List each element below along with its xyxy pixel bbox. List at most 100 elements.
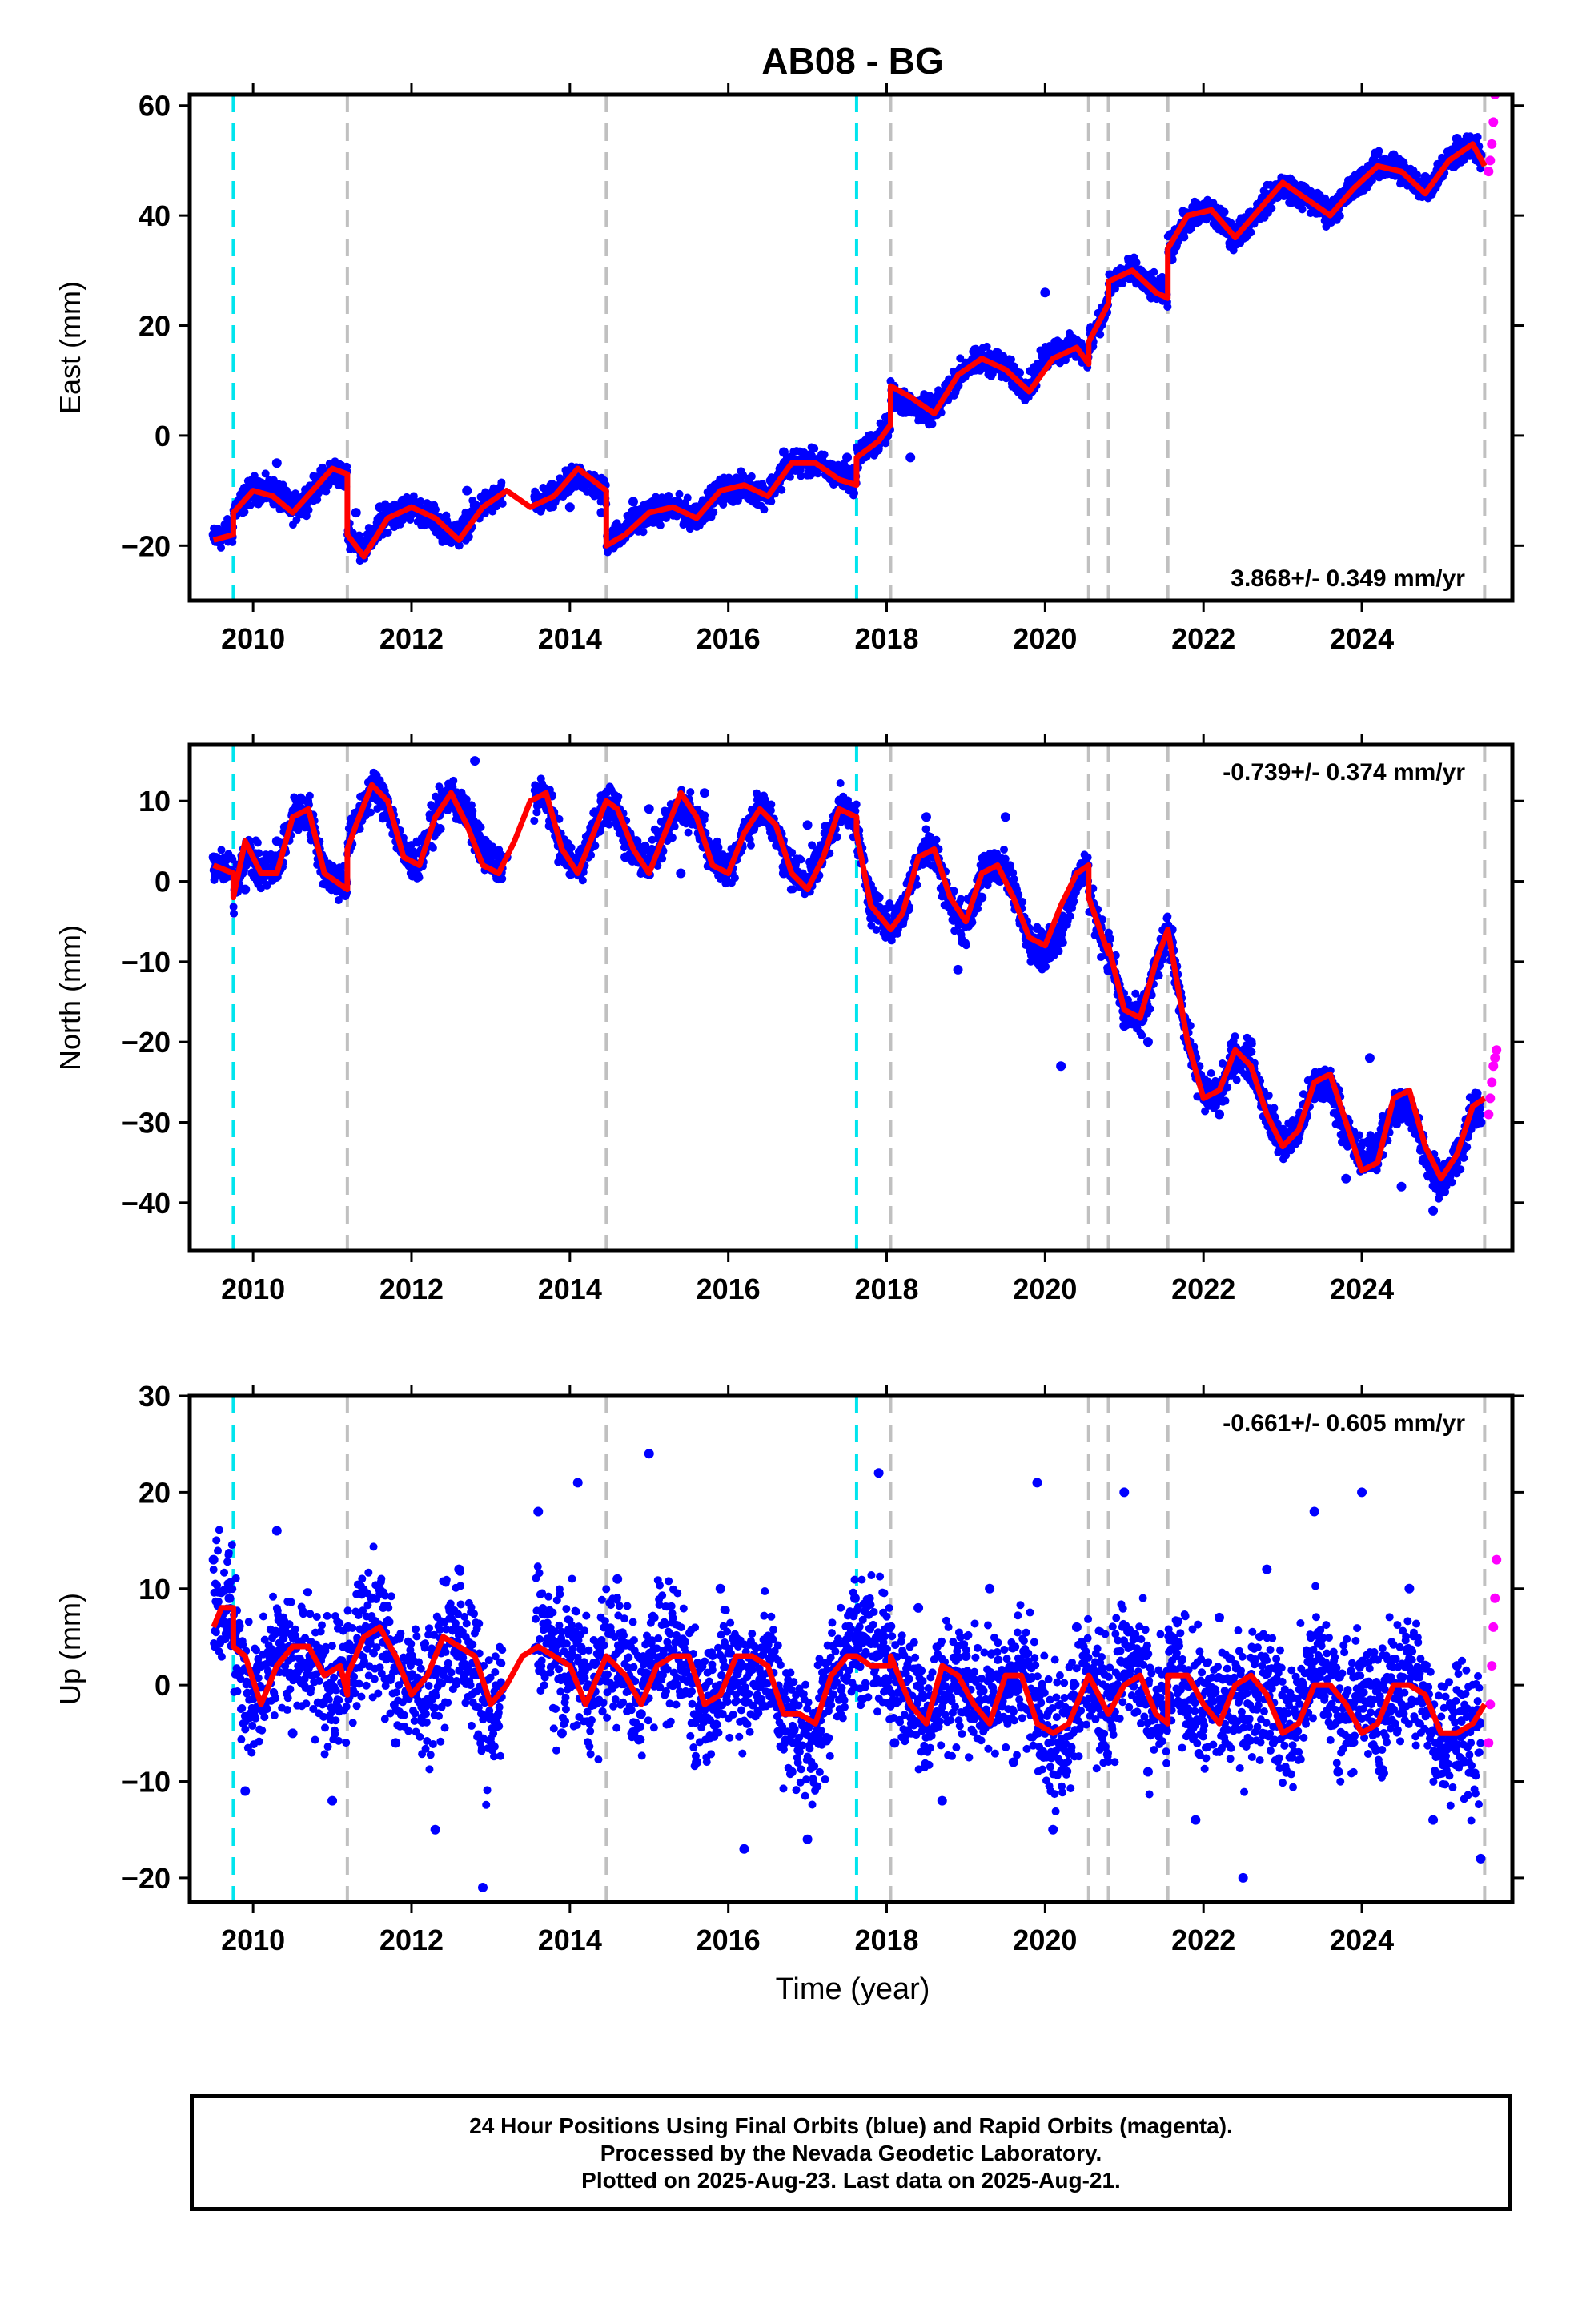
final-point [982,342,991,351]
final-point [675,489,684,498]
final-point [785,472,794,481]
final-point [467,801,476,810]
final-point [1016,368,1025,377]
final-data-point [1452,133,1462,143]
model-line [212,141,1488,560]
x-tick-label: 2024 [1330,622,1394,655]
final-point [497,478,506,487]
final-point [709,508,718,517]
final-data-point [327,474,338,485]
final-point [810,444,819,453]
x-tick-label: 2010 [221,622,285,655]
y-tick-label: 40 [139,199,171,232]
y-tick-label: 60 [139,90,171,123]
final-data-point [993,348,1003,358]
final-point [468,806,477,815]
final-point [383,528,392,537]
final-data-point [842,452,853,463]
final-point [261,469,270,478]
final-data-point [406,497,416,507]
x-tick-label: 2022 [1171,622,1235,655]
final-point [614,792,623,801]
final-point [639,528,648,537]
final-point [263,881,271,890]
final-point [292,516,301,525]
y-tick-label: 0 [155,420,171,452]
final-point [820,450,829,459]
final-point [1220,207,1229,216]
final-point [462,795,471,804]
final-point [928,420,937,428]
final-data-point [271,458,282,468]
final-point [1132,259,1141,267]
final-data-point [905,452,916,463]
final-point [1180,233,1189,242]
north-plot-area [208,745,1502,1251]
final-point [1412,171,1421,179]
final-data-point [564,502,575,513]
final-data-point [778,447,789,457]
final-data-point [1040,287,1050,298]
final-point [366,808,375,817]
final-point [240,508,249,517]
final-data-point [351,508,361,518]
final-point [796,466,805,475]
final-point [555,814,564,823]
final-point [1096,330,1105,339]
final-point [587,850,596,859]
rapid-data-point [1488,117,1499,127]
final-data-point [628,497,638,507]
final-point [684,828,693,837]
east-final-cloud [209,132,1485,565]
x-tick-label: 2012 [379,622,444,655]
final-point [956,354,965,363]
final-data-point [1325,199,1335,210]
final-point [730,874,739,883]
final-point [1150,267,1158,276]
final-point [656,521,665,529]
final-point [604,548,612,557]
final-point [714,843,723,852]
rapid-data-point [1485,155,1496,166]
final-point [567,843,576,852]
final-point [767,497,776,506]
final-point [1267,204,1276,213]
final-point [1460,156,1468,165]
final-data-point [692,502,702,513]
final-point [760,505,769,514]
final-point [548,791,557,800]
final-point [305,791,314,800]
final-point [686,788,695,797]
final-point [532,808,541,817]
x-tick-label: 2016 [697,622,761,655]
final-point [432,505,440,514]
final-data-point [1420,172,1431,183]
final-point [604,820,613,829]
final-point [670,822,679,831]
final-point [777,485,786,494]
final-point [464,533,473,541]
final-point [415,873,424,882]
final-data-point [248,474,259,485]
final-point [747,472,756,480]
final-point [1186,224,1195,233]
north-panel: 2010 2012 2014 2016 2018 2020 2022 2024100−10−2… [54,734,1524,1305]
y-tick-label: 20 [139,310,171,343]
final-data-point [1388,150,1399,160]
final-point [416,497,425,505]
final-point [498,499,507,508]
final-data-point [375,502,385,513]
final-point [217,846,226,854]
final-data-point [1357,167,1367,177]
final-point [428,843,437,852]
final-point [578,876,587,885]
final-point [229,903,238,911]
final-point [436,825,445,834]
final-point [1375,147,1383,155]
final-point [683,493,692,502]
final-point [1247,228,1255,237]
final-point [255,849,263,858]
rapid-data-point [1492,51,1501,61]
final-point [449,776,458,785]
